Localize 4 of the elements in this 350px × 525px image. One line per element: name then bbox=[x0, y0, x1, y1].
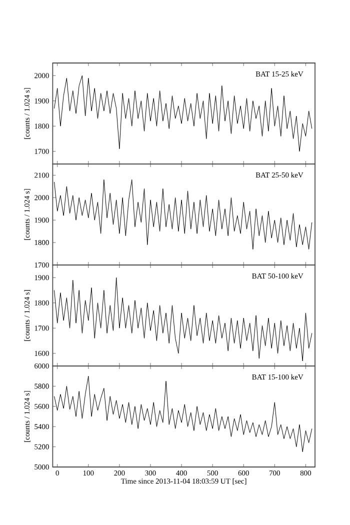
line-series bbox=[54, 376, 312, 452]
line-series bbox=[54, 179, 312, 250]
line-series bbox=[54, 277, 312, 362]
line-series bbox=[54, 75, 312, 152]
